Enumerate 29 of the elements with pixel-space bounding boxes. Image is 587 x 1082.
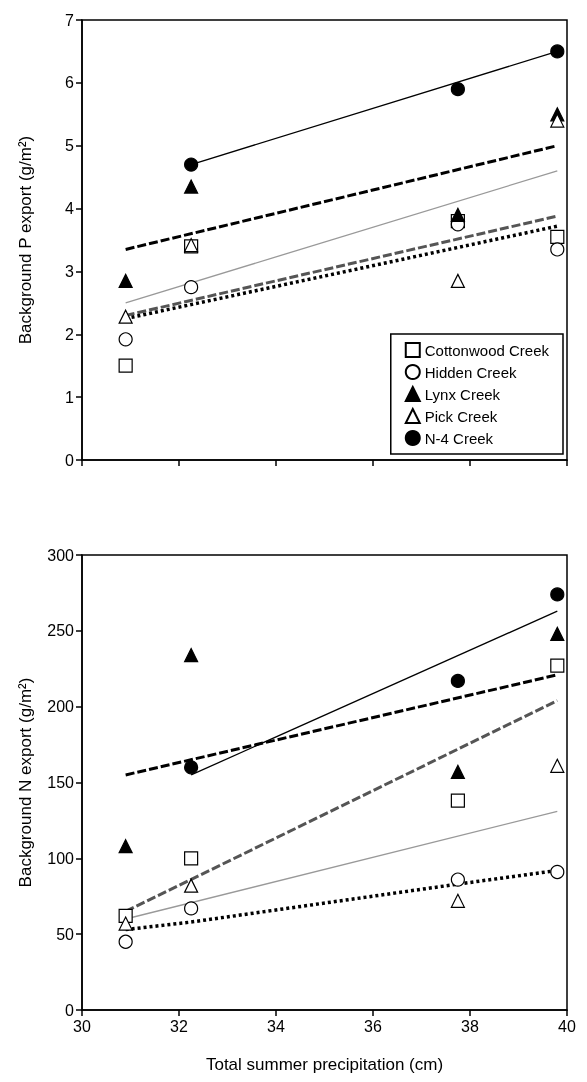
y-axis-title: Background N export (g/m²)	[16, 677, 35, 888]
y-tick-label: 3	[65, 262, 75, 280]
y-tick-label: 150	[47, 774, 75, 791]
legend-label: Hidden Creek	[424, 363, 517, 381]
y-tick-label: 0	[65, 451, 75, 469]
x-axis-title: Total summer precipitation (cm)	[205, 1055, 444, 1074]
x-tick-label: 34	[267, 1017, 285, 1035]
y-tick-label: 250	[47, 622, 75, 640]
legend-label: Cottonwood Creek	[424, 341, 550, 359]
y-tick-label: 200	[47, 698, 75, 716]
y-tick-label: 6	[65, 74, 75, 92]
x-tick-label: 30	[73, 1017, 91, 1035]
y-tick-label: 4	[65, 200, 75, 218]
y-tick-label: 100	[47, 849, 75, 867]
legend-label: N-4 Creek	[424, 429, 494, 447]
legend-label: Lynx Creek	[424, 385, 501, 403]
x-tick-label: 40	[558, 1017, 576, 1035]
y-axis-title: Background P export (g/m²)	[16, 135, 35, 345]
y-tick-label: 2	[65, 325, 75, 343]
legend-label: Pick Creek	[424, 407, 498, 425]
y-tick-label: 7	[65, 11, 75, 29]
y-tick-label: 0	[65, 1001, 75, 1019]
y-tick-label: 5	[65, 137, 75, 155]
y-tick-label: 1	[65, 388, 75, 406]
x-tick-label: 32	[170, 1017, 188, 1035]
y-tick-label: 50	[56, 925, 75, 943]
y-tick-label: 300	[47, 546, 75, 564]
x-tick-label: 36	[364, 1017, 382, 1035]
x-tick-label: 38	[461, 1017, 479, 1035]
